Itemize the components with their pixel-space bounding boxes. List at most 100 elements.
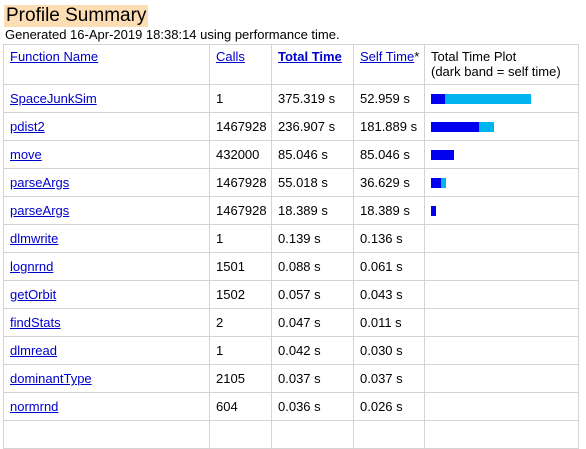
total-time-cell: 0.037 s bbox=[271, 364, 354, 393]
total-time-cell: 0.036 s bbox=[271, 392, 354, 421]
total-time-cell: 18.389 s bbox=[271, 196, 354, 225]
self-time-cell: 0.026 s bbox=[353, 392, 425, 421]
table-row: parseArgs 1467928 55.018 s 36.629 s bbox=[3, 168, 579, 197]
table-row: SpaceJunkSim 1 375.319 s 52.959 s bbox=[3, 84, 579, 113]
calls-cell: 1 bbox=[209, 84, 272, 113]
function-link[interactable]: pdist2 bbox=[10, 119, 45, 134]
total-time-cell: 375.319 s bbox=[271, 84, 354, 113]
self-time-cell: 0.043 s bbox=[353, 280, 425, 309]
table-row: pdist2 1467928 236.907 s 181.889 s bbox=[3, 112, 579, 141]
column-header-function-name: Function Name bbox=[3, 44, 210, 85]
function-name-cell: move bbox=[3, 140, 210, 169]
time-plot-bar bbox=[431, 93, 567, 104]
table-row: move 432000 85.046 s 85.046 s bbox=[3, 140, 579, 169]
function-link[interactable]: parseArgs bbox=[10, 203, 70, 218]
total-time-cell: 0.088 s bbox=[271, 252, 354, 281]
calls-cell: 2 bbox=[209, 308, 272, 337]
function-name-cell: dlmwrite bbox=[3, 224, 210, 253]
function-name-cell: getOrbit bbox=[3, 280, 210, 309]
total-time-cell bbox=[271, 420, 354, 449]
self-time-band bbox=[431, 205, 436, 216]
calls-cell bbox=[209, 420, 272, 449]
table-row: dominantType 2105 0.037 s 0.037 s bbox=[3, 364, 579, 393]
table-row: findStats 2 0.047 s 0.011 s bbox=[3, 308, 579, 337]
sort-by-calls-link[interactable]: Calls bbox=[216, 49, 245, 64]
calls-cell: 1 bbox=[209, 224, 272, 253]
self-time-cell bbox=[353, 420, 425, 449]
function-name-cell: dominantType bbox=[3, 364, 210, 393]
calls-cell: 604 bbox=[209, 392, 272, 421]
self-time-cell: 0.136 s bbox=[353, 224, 425, 253]
calls-cell: 1467928 bbox=[209, 168, 272, 197]
function-name-cell: findStats bbox=[3, 308, 210, 337]
time-plot-cell bbox=[424, 168, 579, 197]
function-link[interactable]: dlmwrite bbox=[10, 231, 59, 246]
function-link[interactable]: getOrbit bbox=[10, 287, 57, 302]
function-link[interactable]: normrnd bbox=[10, 399, 59, 414]
function-name-cell: parseArgs bbox=[3, 168, 210, 197]
page-title: Profile Summary bbox=[6, 5, 147, 26]
calls-cell: 1501 bbox=[209, 252, 272, 281]
function-link[interactable]: findStats bbox=[10, 315, 61, 330]
total-time-cell: 0.042 s bbox=[271, 336, 354, 365]
table-header-row: Function Name Calls Total Time Self Time… bbox=[3, 44, 579, 85]
total-time-band bbox=[431, 93, 531, 104]
page-subtitle: Generated 16-Apr-2019 18:38:14 using per… bbox=[5, 27, 340, 42]
time-plot-cell bbox=[424, 252, 579, 281]
function-link[interactable]: dlmread bbox=[10, 343, 57, 358]
calls-cell: 1502 bbox=[209, 280, 272, 309]
table-row: getOrbit 1502 0.057 s 0.043 s bbox=[3, 280, 579, 309]
self-time-cell: 0.037 s bbox=[353, 364, 425, 393]
calls-cell: 1467928 bbox=[209, 112, 272, 141]
plot-header-line1: Total Time Plot bbox=[431, 49, 517, 64]
plot-header-line2: (dark band = self time) bbox=[431, 64, 561, 79]
self-time-band bbox=[431, 177, 441, 188]
self-time-cell: 18.389 s bbox=[353, 196, 425, 225]
self-time-band bbox=[431, 121, 479, 132]
self-time-band bbox=[431, 93, 445, 104]
time-plot-cell bbox=[424, 364, 579, 393]
time-plot-cell bbox=[424, 308, 579, 337]
table-row: parseArgs 1467928 18.389 s 18.389 s bbox=[3, 196, 579, 225]
sort-by-self-time-link[interactable]: Self Time bbox=[360, 49, 415, 64]
table-row: normrnd 604 0.036 s 0.026 s bbox=[3, 392, 579, 421]
total-time-cell: 85.046 s bbox=[271, 140, 354, 169]
time-plot-cell bbox=[424, 420, 579, 449]
page-title-highlight: Profile Summary bbox=[4, 5, 149, 27]
time-plot-bar bbox=[431, 149, 567, 160]
table-row bbox=[3, 420, 579, 449]
calls-cell: 432000 bbox=[209, 140, 272, 169]
self-time-cell: 0.061 s bbox=[353, 252, 425, 281]
total-time-cell: 0.047 s bbox=[271, 308, 354, 337]
time-plot-cell bbox=[424, 336, 579, 365]
function-name-cell: parseArgs bbox=[3, 196, 210, 225]
time-plot-bar bbox=[431, 121, 567, 132]
self-time-cell: 181.889 s bbox=[353, 112, 425, 141]
function-link[interactable]: SpaceJunkSim bbox=[10, 91, 97, 106]
self-time-footnote-marker: * bbox=[414, 49, 420, 64]
function-name-cell: lognrnd bbox=[3, 252, 210, 281]
time-plot-bar bbox=[431, 177, 567, 188]
table-row: dlmread 1 0.042 s 0.030 s bbox=[3, 336, 579, 365]
total-time-cell: 55.018 s bbox=[271, 168, 354, 197]
function-link[interactable]: parseArgs bbox=[10, 175, 70, 190]
sort-by-function-name-link[interactable]: Function Name bbox=[10, 49, 99, 64]
time-plot-cell bbox=[424, 280, 579, 309]
function-name-cell: SpaceJunkSim bbox=[3, 84, 210, 113]
self-time-cell: 36.629 s bbox=[353, 168, 425, 197]
total-time-cell: 236.907 s bbox=[271, 112, 354, 141]
column-header-total-time: Total Time bbox=[271, 44, 354, 85]
function-link[interactable]: lognrnd bbox=[10, 259, 54, 274]
self-time-cell: 0.011 s bbox=[353, 308, 425, 337]
self-time-cell: 0.030 s bbox=[353, 336, 425, 365]
time-plot-bar bbox=[431, 205, 567, 216]
function-link[interactable]: dominantType bbox=[10, 371, 92, 386]
time-plot-cell bbox=[424, 196, 579, 225]
table-row: lognrnd 1501 0.088 s 0.061 s bbox=[3, 252, 579, 281]
calls-cell: 1467928 bbox=[209, 196, 272, 225]
sort-by-total-time-link[interactable]: Total Time bbox=[278, 49, 342, 64]
column-header-total-time-plot: Total Time Plot (dark band = self time) bbox=[424, 44, 579, 85]
function-link[interactable]: move bbox=[10, 147, 42, 162]
calls-cell: 1 bbox=[209, 336, 272, 365]
total-time-cell: 0.057 s bbox=[271, 280, 354, 309]
